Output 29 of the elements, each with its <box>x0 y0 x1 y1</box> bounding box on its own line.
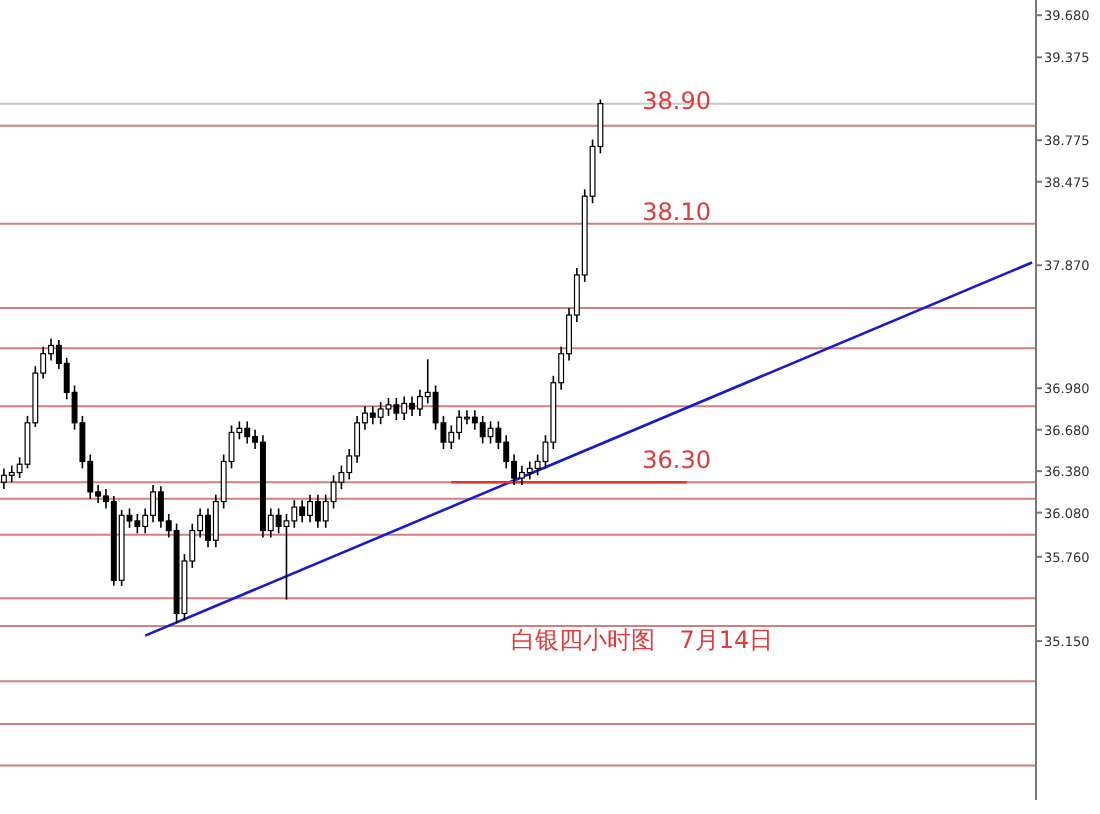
candlestick <box>448 424 455 450</box>
candlestick <box>0 467 7 490</box>
candlestick <box>307 493 313 524</box>
annotation: 38.90 <box>642 86 712 115</box>
candlestick <box>401 395 408 421</box>
candlestick <box>456 409 463 441</box>
candlestick <box>518 464 525 486</box>
candlestick <box>205 507 211 548</box>
candlestick <box>134 513 141 535</box>
candlestick <box>291 499 298 529</box>
candlestick <box>299 499 306 524</box>
candlestick <box>526 460 533 481</box>
candlestick <box>157 485 164 529</box>
candlestick <box>416 388 423 417</box>
candlestick <box>471 409 478 431</box>
candlestick <box>487 420 494 445</box>
candlestick <box>377 401 384 425</box>
annotation: 白银四小时图 7月14日 <box>511 626 774 654</box>
candlestick <box>464 409 470 425</box>
annotation: 36.30 <box>642 446 712 475</box>
candlestick <box>479 415 486 445</box>
candlestick <box>393 397 400 421</box>
candlestick <box>283 513 290 601</box>
annotation: 38.10 <box>642 197 712 226</box>
candlestick <box>409 395 415 417</box>
candlestick <box>275 507 282 535</box>
candlestick <box>150 484 156 524</box>
candlestick <box>314 493 321 529</box>
candlestick <box>244 420 251 445</box>
